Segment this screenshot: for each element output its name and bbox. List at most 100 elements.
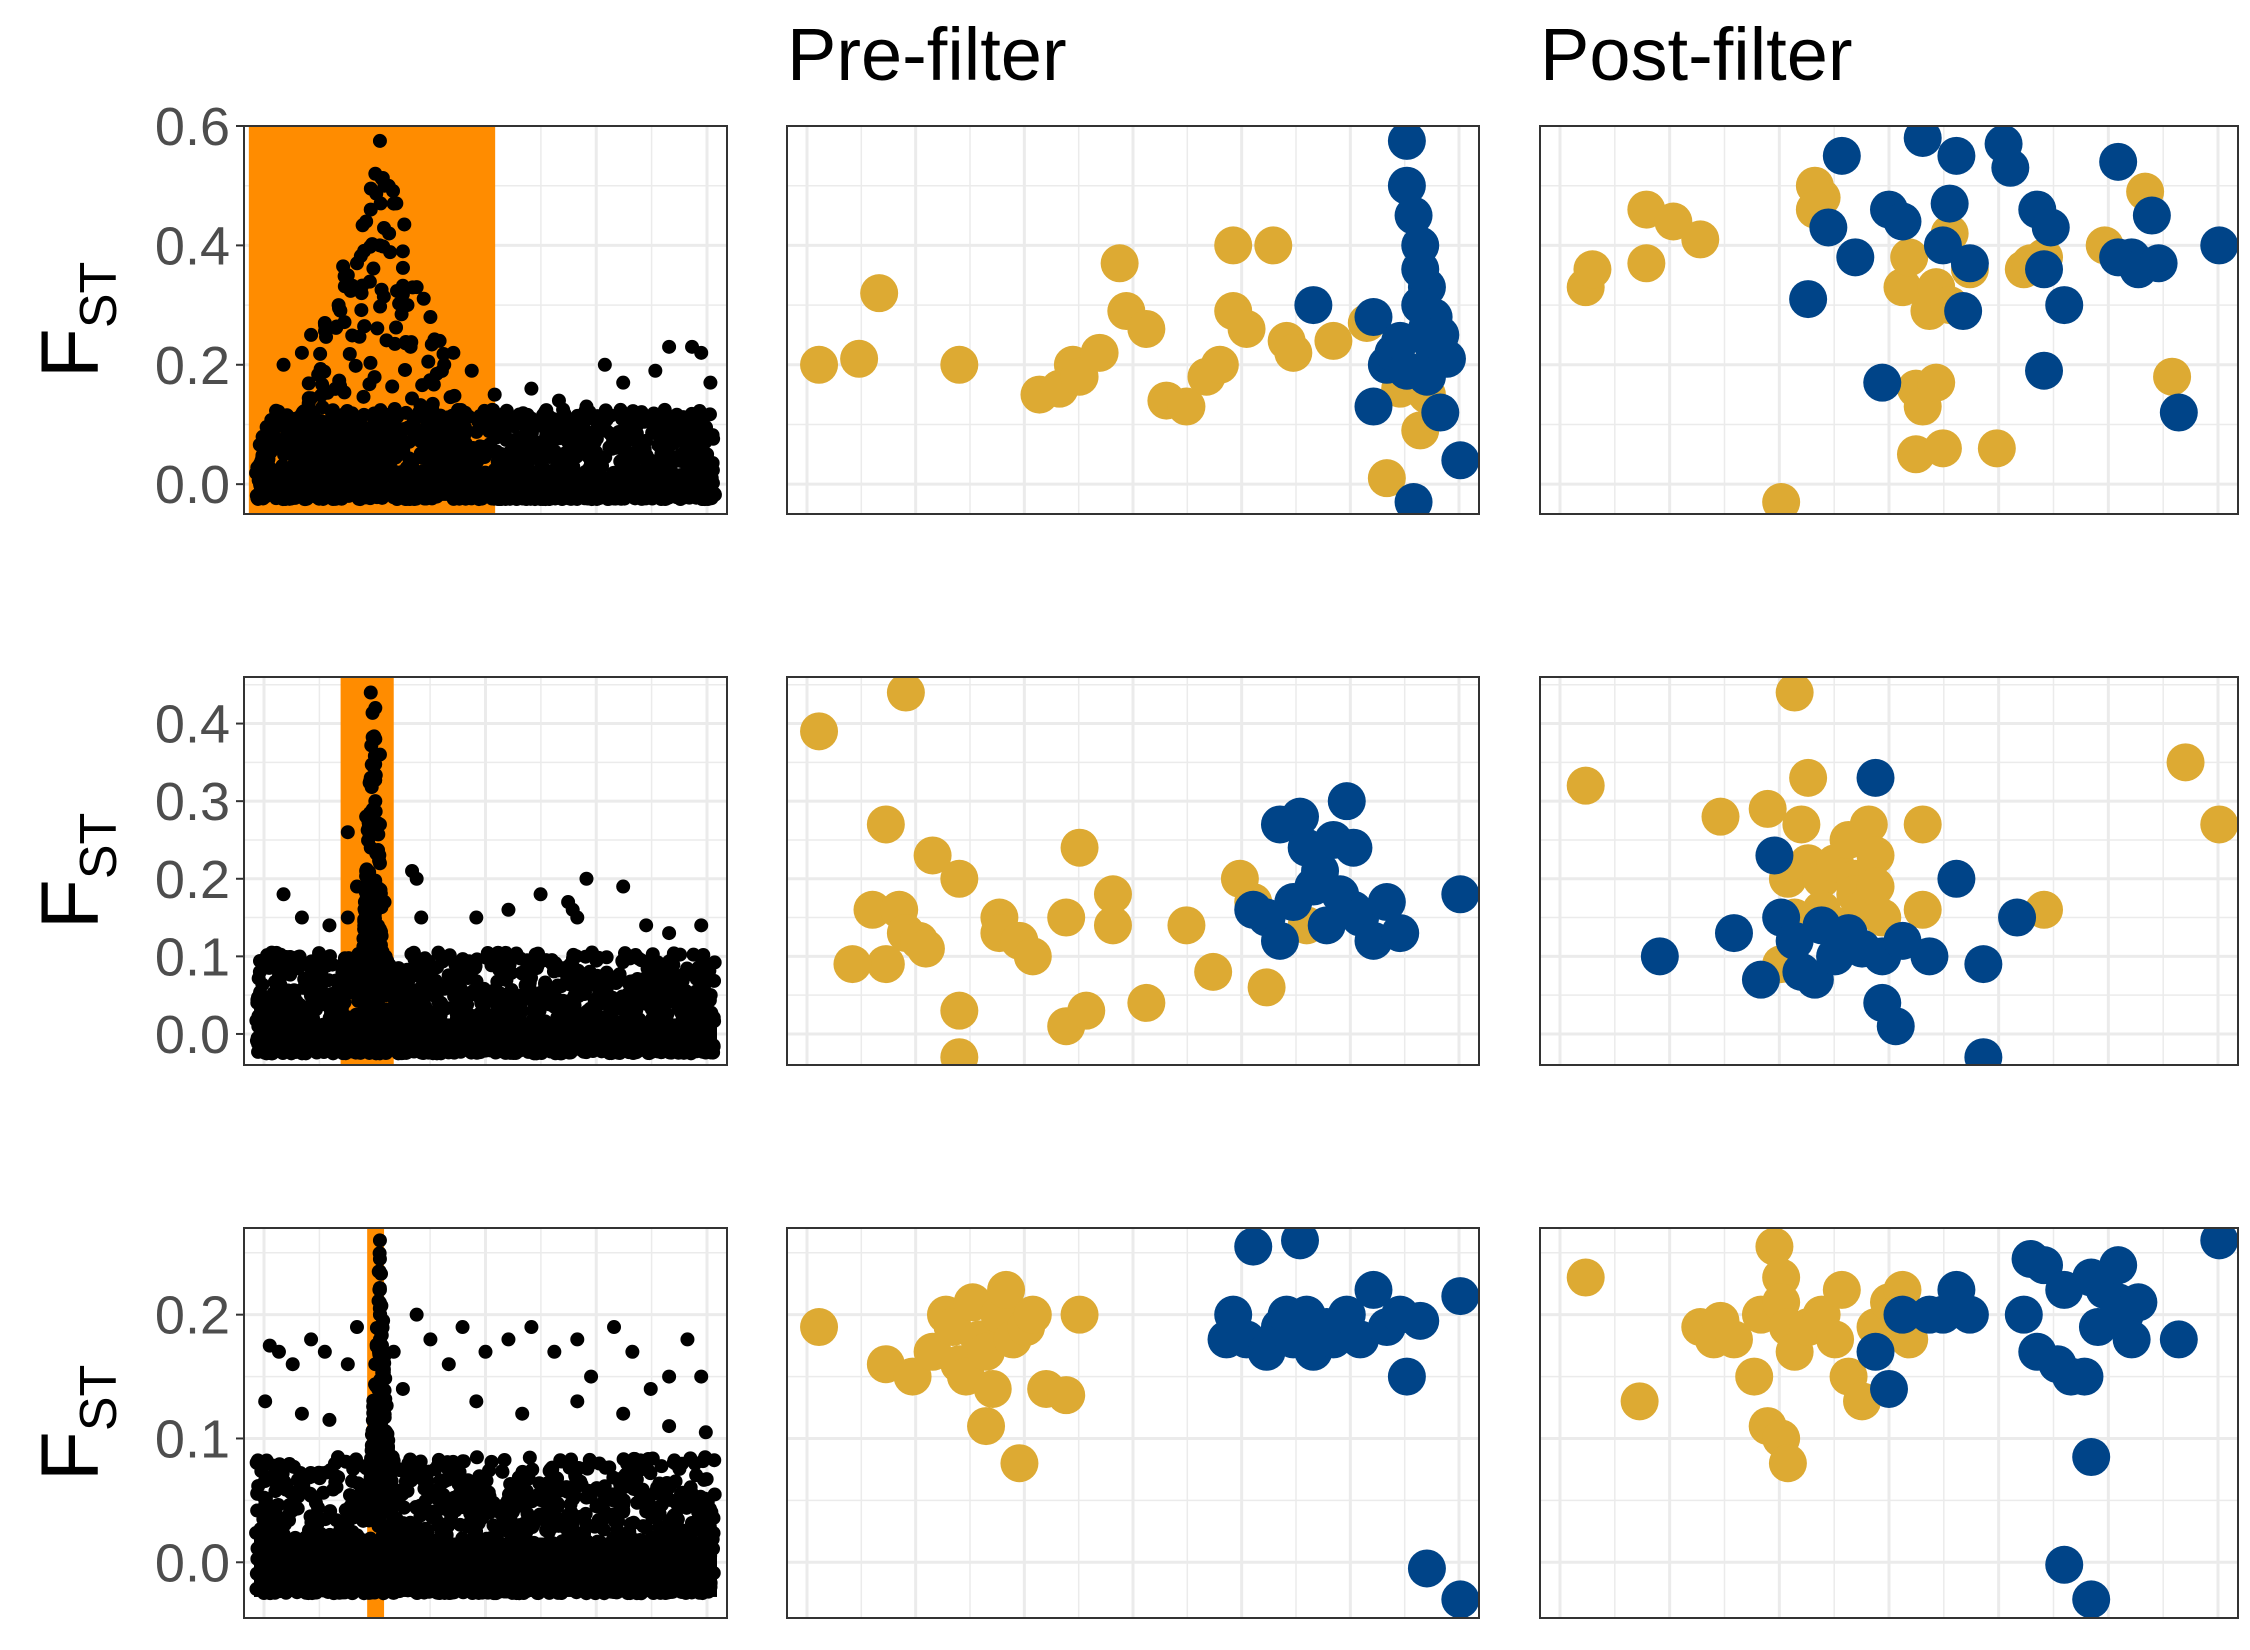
scan-point xyxy=(694,345,709,360)
scan-point xyxy=(495,1516,510,1531)
point-group-a xyxy=(866,805,905,844)
scan-point xyxy=(516,441,531,456)
scan-point xyxy=(356,389,371,404)
point-group-a xyxy=(1775,677,1814,712)
scan-point xyxy=(368,794,383,809)
scan-point xyxy=(366,905,381,920)
scan-point xyxy=(346,1462,361,1477)
panel-row1-postfilter xyxy=(1539,125,2239,515)
scan-point xyxy=(448,1496,463,1511)
scan-point xyxy=(366,261,381,276)
point-group-b xyxy=(1394,196,1433,235)
scan-point xyxy=(559,1480,574,1495)
y-axis-label: FST xyxy=(25,262,128,379)
scan-point xyxy=(621,976,636,991)
scan-point xyxy=(397,217,412,232)
scan-point xyxy=(391,981,406,996)
y-tick-label: 0.2 xyxy=(155,850,230,910)
scan-point xyxy=(469,1524,484,1539)
scan-point xyxy=(625,992,640,1007)
scan-point xyxy=(651,415,666,430)
scan-point xyxy=(655,442,670,457)
point-group-b xyxy=(2099,142,2138,181)
scan-point xyxy=(595,458,610,473)
scan-point xyxy=(352,329,367,344)
scan-point xyxy=(397,362,412,377)
scan-point xyxy=(400,1483,415,1498)
scan-point xyxy=(382,226,397,241)
point-group-a xyxy=(1856,867,1895,906)
panel-row1-prefilter xyxy=(786,125,1480,515)
scan-point xyxy=(316,1485,331,1500)
point-group-a xyxy=(800,345,839,384)
scan-point xyxy=(368,166,383,181)
point-group-a xyxy=(2166,743,2205,782)
scan-point xyxy=(299,957,314,972)
scan-point xyxy=(504,448,519,463)
scan-point xyxy=(276,887,291,902)
point-group-a xyxy=(800,712,839,751)
scan-points xyxy=(276,685,709,941)
scan-point xyxy=(540,1496,555,1511)
point-group-a xyxy=(840,339,879,378)
point-group-a xyxy=(1127,983,1166,1022)
scan-point xyxy=(265,435,280,450)
scan-point xyxy=(306,980,321,995)
scan-point xyxy=(428,1462,443,1477)
scan-point xyxy=(528,1512,543,1527)
scan-point xyxy=(453,1517,468,1532)
point-group-b xyxy=(1910,937,1949,976)
scan-point xyxy=(599,950,614,965)
scan-point xyxy=(699,1472,714,1487)
y-tick-label: 0.4 xyxy=(155,216,230,276)
scan-point xyxy=(311,967,326,982)
scan-point xyxy=(566,947,581,962)
scan-point xyxy=(647,1486,662,1501)
scan-point xyxy=(359,864,374,878)
scan-point xyxy=(359,891,374,906)
scan-point xyxy=(650,1508,665,1523)
scan-point xyxy=(551,393,566,408)
scan-point xyxy=(673,947,688,962)
point-group-a xyxy=(1167,387,1206,426)
scan-point xyxy=(363,685,378,700)
scan-point xyxy=(445,431,460,446)
scan-point xyxy=(270,1498,285,1513)
scan-point xyxy=(468,958,483,973)
point-group-a xyxy=(1093,875,1132,914)
scan-dense-floor xyxy=(254,1018,717,1056)
point-group-b xyxy=(1809,208,1848,247)
scan-point xyxy=(349,879,364,894)
scan-peak-points xyxy=(354,705,392,1002)
point-group-a xyxy=(1782,805,1821,844)
scan-point xyxy=(279,408,294,423)
scan-point xyxy=(704,1505,719,1520)
panel-border xyxy=(243,676,728,1066)
point-group-b xyxy=(2159,393,2198,432)
point-group-b xyxy=(1421,393,1460,432)
scan-point xyxy=(363,355,378,370)
scan-point xyxy=(315,439,330,454)
scan-point xyxy=(577,1526,592,1541)
scan-point xyxy=(364,1438,379,1453)
scan-point xyxy=(414,979,429,994)
scan-point xyxy=(253,998,268,1013)
scan-point xyxy=(340,825,355,840)
scan-point xyxy=(672,427,687,442)
scan-point xyxy=(488,445,503,460)
scan-point xyxy=(315,1466,330,1481)
scan-point xyxy=(534,444,549,459)
scan-point xyxy=(567,1489,582,1504)
scan-point xyxy=(367,370,382,385)
point-group-a xyxy=(886,677,925,712)
scan-point xyxy=(691,458,706,473)
scan-point xyxy=(361,1493,376,1508)
scan-point xyxy=(355,435,370,450)
point-group-a xyxy=(1627,244,1666,283)
scan-point xyxy=(266,415,281,430)
point-group-a xyxy=(940,991,979,1030)
scan-point xyxy=(618,422,633,437)
point-group-a xyxy=(1883,268,1922,307)
panel-border xyxy=(786,676,1480,1066)
point-group-b xyxy=(1789,280,1828,319)
